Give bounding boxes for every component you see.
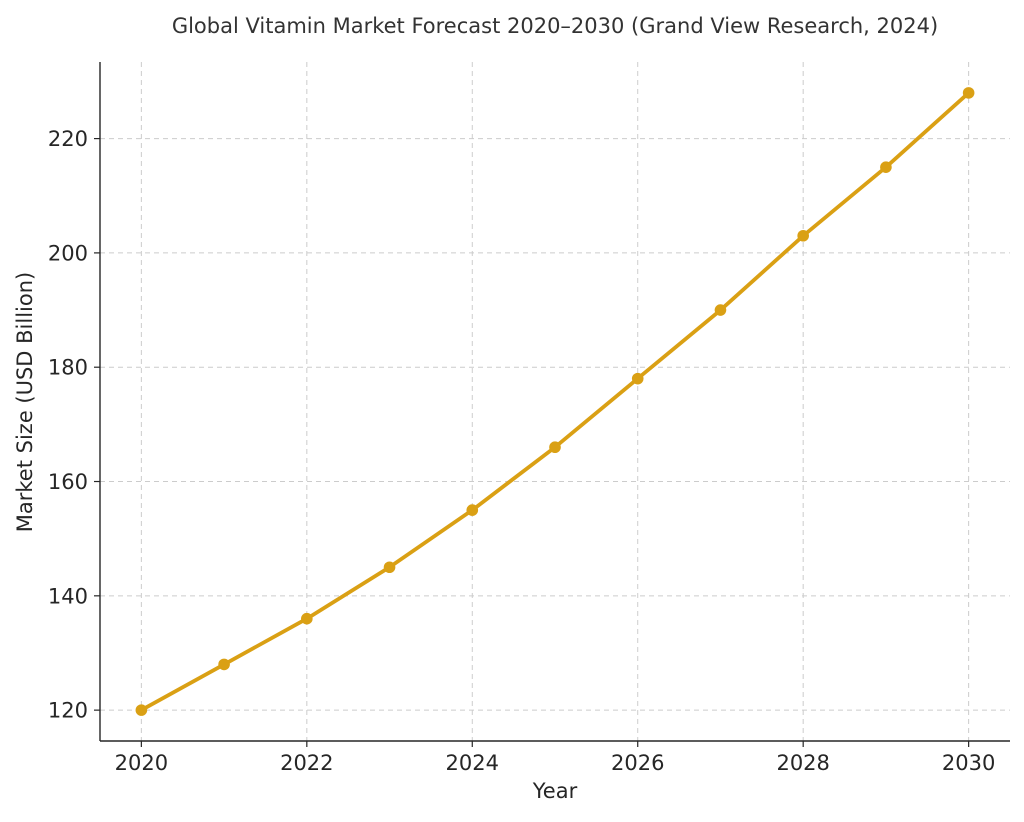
y-tick-label: 160 (48, 470, 88, 494)
axes (99, 62, 1010, 742)
data-point (549, 441, 561, 454)
ticks: 2020 2022 2024 2026 2028 2030 120 140 160 180 200 2… (48, 127, 995, 775)
y-tick-label: 120 (48, 699, 88, 723)
chart-title: Global Vitamin Market Forecast 2020–2030… (172, 14, 938, 38)
x-tick-label: 2020 (115, 751, 168, 775)
series-layer (135, 87, 975, 716)
x-tick-label: 2022 (280, 751, 333, 775)
x-tick-label: 2026 (611, 751, 664, 775)
data-point (714, 304, 727, 316)
series-line (139, 91, 971, 712)
data-point (631, 372, 644, 385)
data-point (797, 229, 809, 242)
y-tick-label: 180 (48, 356, 88, 380)
y-tick-label: 140 (48, 584, 88, 608)
grid (100, 62, 1010, 741)
x-tick-label: 2024 (446, 751, 499, 775)
data-point (218, 658, 230, 671)
x-axis-label: Year (532, 779, 578, 803)
data-point (962, 87, 975, 99)
x-tick-label: 2030 (942, 751, 995, 775)
data-point (880, 161, 892, 173)
data-point (135, 704, 148, 716)
data-point (301, 612, 313, 625)
x-tick-label: 2028 (776, 751, 829, 775)
data-point (466, 504, 479, 516)
y-tick-label: 200 (48, 241, 88, 265)
data-point (383, 561, 396, 574)
y-axis-label: Market Size (USD Billion) (13, 272, 37, 532)
y-tick-label: 220 (48, 127, 88, 151)
